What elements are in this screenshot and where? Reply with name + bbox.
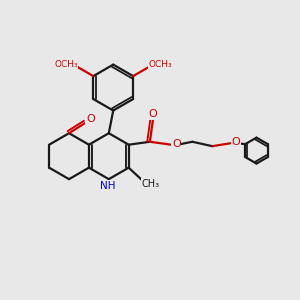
Text: O: O bbox=[86, 114, 95, 124]
Text: NH: NH bbox=[100, 181, 115, 190]
Text: OCH₃: OCH₃ bbox=[54, 60, 78, 69]
Text: O: O bbox=[232, 137, 240, 147]
Text: O: O bbox=[172, 139, 181, 149]
Text: O: O bbox=[148, 109, 157, 119]
Text: OCH₃: OCH₃ bbox=[148, 60, 172, 69]
Text: CH₃: CH₃ bbox=[141, 178, 159, 189]
